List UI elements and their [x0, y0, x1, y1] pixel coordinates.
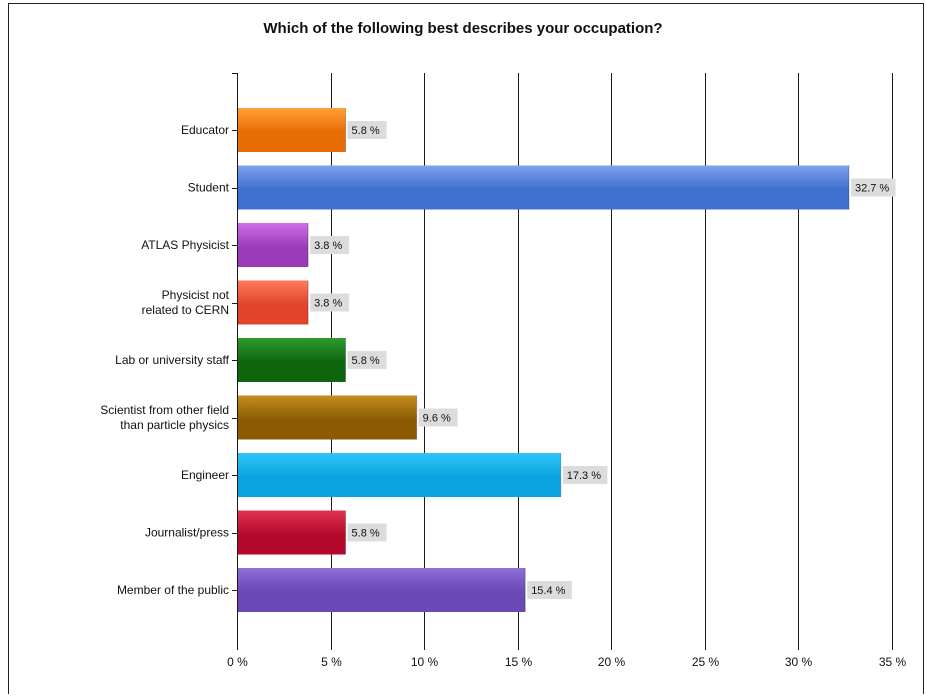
category-label: Student [188, 181, 230, 195]
category-label: Scientist from other field [100, 403, 229, 417]
data-label-box [347, 523, 387, 542]
bar [238, 280, 309, 325]
x-tick-label: 20 % [598, 655, 626, 669]
axes [232, 73, 893, 650]
category-label: Educator [181, 123, 229, 137]
bar [238, 108, 346, 152]
category-label: Engineer [181, 468, 229, 482]
x-tick-label: 15 % [505, 655, 533, 669]
data-label: 3.8 % [314, 240, 342, 252]
data-label: 3.8 % [314, 298, 342, 310]
data-label-box [562, 466, 608, 484]
data-label-box [418, 408, 458, 427]
data-label-box [850, 178, 896, 197]
category-label: related to CERN [142, 303, 229, 317]
bars [238, 108, 850, 612]
x-tick-label: 25 % [692, 655, 720, 669]
x-tick-label: 30 % [785, 655, 813, 669]
data-label-box [347, 351, 387, 369]
data-label-box [310, 236, 350, 254]
bar [238, 568, 526, 612]
bar [238, 165, 849, 210]
data-label: 5.8 % [352, 528, 380, 540]
data-label: 32.7 % [855, 183, 889, 195]
x-tick-label: 35 % [879, 655, 907, 669]
category-label: Physicist not [162, 288, 230, 302]
data-label-box [527, 581, 572, 599]
category-label: than particle physics [120, 418, 229, 432]
data-label-box [310, 293, 350, 312]
x-tick-label: 5 % [321, 655, 342, 669]
category-label: ATLAS Physicist [141, 238, 229, 252]
bar [238, 510, 346, 555]
chart-title: Which of the following best describes yo… [263, 20, 663, 37]
grid-lines [331, 73, 893, 645]
data-label: 15.4 % [531, 585, 565, 597]
data-label: 9.6 % [423, 413, 451, 425]
bar [238, 453, 561, 497]
x-tick-label: 0 % [227, 655, 248, 669]
data-label-box [347, 121, 387, 139]
bar [238, 338, 346, 382]
data-label: 17.3 % [567, 470, 601, 482]
category-label: Member of the public [117, 583, 229, 597]
bar [238, 395, 417, 440]
bar [238, 223, 309, 267]
data-label: 5.8 % [352, 125, 380, 137]
x-tick-label: 10 % [411, 655, 439, 669]
category-label: Lab or university staff [115, 353, 230, 367]
data-label: 5.8 % [352, 355, 380, 367]
category-label: Journalist/press [145, 526, 229, 540]
labels: 0 % 5 % 10 % 15 % 20 % 25 % 30 % 35 % Educator 5.… [100, 121, 907, 669]
